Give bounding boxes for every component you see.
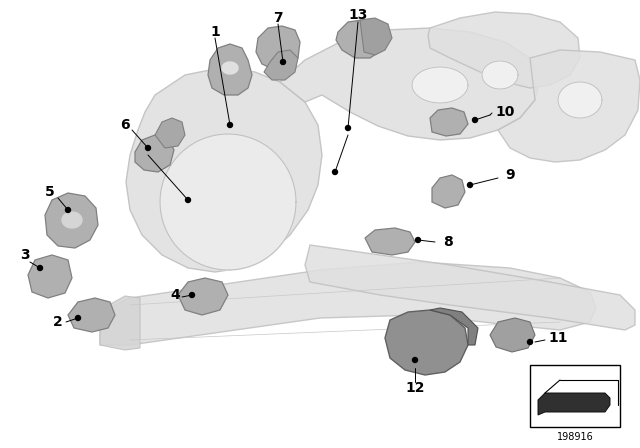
Text: 198916: 198916 xyxy=(557,432,593,442)
Polygon shape xyxy=(482,61,518,89)
Polygon shape xyxy=(28,255,72,298)
Text: 13: 13 xyxy=(348,8,368,22)
Polygon shape xyxy=(135,135,174,172)
Circle shape xyxy=(186,198,191,202)
Circle shape xyxy=(467,182,472,188)
Circle shape xyxy=(76,315,81,320)
Circle shape xyxy=(145,146,150,151)
Text: 4: 4 xyxy=(170,288,180,302)
Circle shape xyxy=(413,358,417,362)
Text: 10: 10 xyxy=(495,105,515,119)
Polygon shape xyxy=(264,50,298,80)
Polygon shape xyxy=(428,12,580,88)
Circle shape xyxy=(415,237,420,242)
Text: 9: 9 xyxy=(505,168,515,182)
Polygon shape xyxy=(178,278,228,315)
Circle shape xyxy=(227,122,232,128)
Text: 5: 5 xyxy=(45,185,55,199)
Bar xyxy=(530,365,620,427)
Polygon shape xyxy=(430,308,478,345)
Text: 8: 8 xyxy=(443,235,453,249)
Polygon shape xyxy=(208,44,252,95)
Polygon shape xyxy=(222,62,238,74)
Polygon shape xyxy=(430,108,468,136)
Polygon shape xyxy=(538,393,610,415)
Text: 3: 3 xyxy=(20,248,30,262)
Circle shape xyxy=(65,207,70,212)
Polygon shape xyxy=(68,298,115,332)
Text: 12: 12 xyxy=(405,381,425,395)
Polygon shape xyxy=(305,245,635,330)
Polygon shape xyxy=(360,18,392,55)
Polygon shape xyxy=(100,296,140,350)
Text: 1: 1 xyxy=(210,25,220,39)
Polygon shape xyxy=(160,134,296,270)
Polygon shape xyxy=(256,26,300,70)
Polygon shape xyxy=(365,228,415,255)
Text: 7: 7 xyxy=(273,11,283,25)
Polygon shape xyxy=(336,20,385,58)
Polygon shape xyxy=(100,262,596,345)
Polygon shape xyxy=(498,50,640,162)
Polygon shape xyxy=(558,82,602,118)
Circle shape xyxy=(38,266,42,271)
Circle shape xyxy=(280,60,285,65)
Polygon shape xyxy=(155,118,185,148)
Polygon shape xyxy=(45,193,98,248)
Circle shape xyxy=(346,125,351,130)
Polygon shape xyxy=(432,175,465,208)
Circle shape xyxy=(333,169,337,175)
Polygon shape xyxy=(385,310,468,375)
Text: 2: 2 xyxy=(53,315,63,329)
Text: 6: 6 xyxy=(120,118,130,132)
Polygon shape xyxy=(280,28,540,140)
Circle shape xyxy=(527,340,532,345)
Polygon shape xyxy=(126,68,322,272)
Circle shape xyxy=(472,117,477,122)
Polygon shape xyxy=(412,67,468,103)
Polygon shape xyxy=(62,212,82,228)
Polygon shape xyxy=(490,318,535,352)
Circle shape xyxy=(189,293,195,297)
Text: 11: 11 xyxy=(548,331,568,345)
